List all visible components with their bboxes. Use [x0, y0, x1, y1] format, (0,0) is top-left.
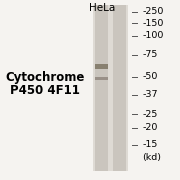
Text: -37: -37: [142, 90, 158, 99]
Bar: [113, 5, 127, 171]
Text: -100: -100: [142, 31, 164, 40]
Text: -250: -250: [142, 7, 164, 16]
Text: Cytochrome: Cytochrome: [5, 71, 85, 84]
Text: -25: -25: [142, 110, 158, 119]
Text: HeLa: HeLa: [89, 3, 115, 13]
Text: -75: -75: [142, 50, 158, 59]
Text: (kd): (kd): [142, 153, 161, 162]
Bar: [95, 64, 108, 69]
Bar: [95, 5, 108, 171]
Text: -15: -15: [142, 140, 158, 149]
Bar: [95, 77, 108, 80]
Text: P450 4F11: P450 4F11: [10, 84, 80, 96]
Text: -20: -20: [142, 123, 158, 132]
Bar: [93, 5, 128, 171]
Text: -50: -50: [142, 72, 158, 81]
Text: -150: -150: [142, 19, 164, 28]
